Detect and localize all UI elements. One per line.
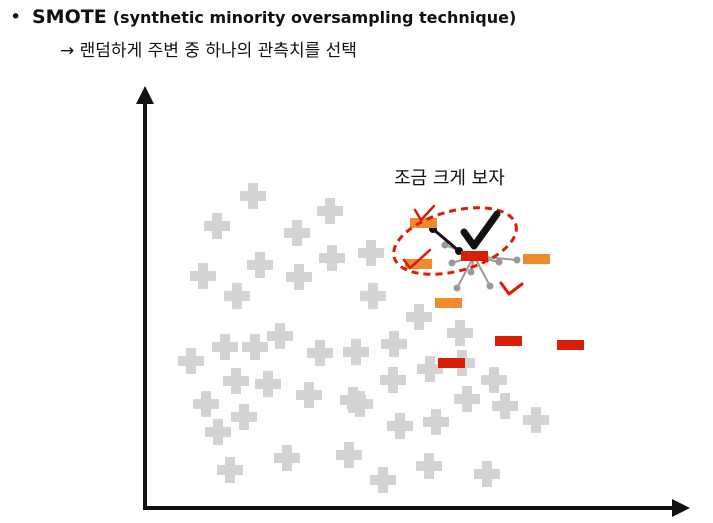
sub-text: 랜덤하게 주변 중 하나의 관측치를 선택 [79, 41, 357, 61]
majority-plus-point [307, 340, 333, 366]
minority-dash-point [523, 254, 550, 264]
minority-dash-point [435, 298, 462, 308]
axes [136, 86, 690, 517]
majority-plus-point [347, 391, 373, 417]
majority-plus-point [380, 367, 406, 393]
majority-plus-point [267, 323, 293, 349]
bullet-description: (synthetic minority oversampling techniq… [112, 8, 517, 27]
minority-points [405, 218, 584, 368]
majority-plus-point [242, 334, 268, 360]
neighbor-node [513, 256, 521, 264]
check-icon-black [460, 210, 501, 250]
check-icon-red [413, 204, 436, 222]
neighbor-node [467, 268, 475, 276]
majority-plus-point [370, 467, 396, 493]
neighbor-node [453, 284, 461, 292]
neighbor-node [441, 241, 449, 249]
majority-plus-point [492, 393, 518, 419]
majority-plus-point [454, 386, 480, 412]
majority-plus-point [286, 264, 312, 290]
majority-plus-point [284, 220, 310, 246]
bullet-dot: • [10, 6, 22, 28]
neighbor-node [495, 258, 503, 266]
neighbor-node [448, 259, 456, 267]
majority-plus-point [231, 404, 257, 430]
majority-plus-point [447, 320, 473, 346]
majority-plus-point [406, 304, 432, 330]
x-axis-arrow-icon [672, 499, 690, 517]
majority-plus-point [423, 409, 449, 435]
majority-plus-point [193, 391, 219, 417]
majority-plus-point [296, 382, 322, 408]
majority-plus-point [336, 442, 362, 468]
bullet-line: • SMOTE (synthetic minority oversampling … [10, 6, 516, 28]
majority-plus-point [205, 419, 231, 445]
check-icon-red [402, 248, 432, 270]
sub-line: → 랜덤하게 주변 중 하나의 관측치를 선택 [60, 36, 357, 61]
minority-dash-point [461, 251, 488, 261]
majority-plus-point [212, 334, 238, 360]
majority-plus-point [224, 283, 250, 309]
focus-ellipse [392, 206, 518, 276]
majority-points [178, 183, 549, 493]
majority-plus-point [190, 263, 216, 289]
majority-plus-point [247, 252, 273, 278]
majority-plus-point [481, 367, 507, 393]
majority-plus-point [387, 413, 413, 439]
majority-plus-point [523, 407, 549, 433]
minority-dash-point [410, 218, 437, 228]
selected-link [432, 227, 460, 253]
majority-plus-point [358, 240, 384, 266]
majority-plus-point [317, 198, 343, 224]
neighbor-link [456, 255, 475, 289]
majority-plus-point [223, 368, 249, 394]
minority-dash-point [557, 340, 584, 350]
majority-plus-point [319, 245, 345, 271]
majority-plus-point [343, 339, 369, 365]
majority-plus-point [474, 461, 500, 487]
majority-plus-point [274, 445, 300, 471]
neighbor-node [486, 282, 494, 290]
check-icon-red [499, 281, 524, 296]
arrow-icon: → [60, 41, 75, 61]
bullet-title: SMOTE [32, 6, 107, 28]
majority-plus-point [217, 457, 243, 483]
check-marks [402, 204, 524, 296]
majority-plus-point [416, 453, 442, 479]
majority-plus-point [360, 283, 386, 309]
majority-plus-point [204, 213, 230, 239]
minority-dash-point [405, 259, 432, 269]
minority-dash-point [495, 336, 522, 346]
majority-plus-point [240, 183, 266, 209]
majority-plus-point [381, 331, 407, 357]
y-axis-arrow-icon [136, 86, 154, 104]
majority-plus-point [255, 371, 281, 397]
majority-plus-point [417, 356, 443, 382]
zoom-label: 조금 크게 보자 [394, 168, 505, 189]
majority-plus-point [178, 348, 204, 374]
minority-dash-point [438, 358, 465, 368]
